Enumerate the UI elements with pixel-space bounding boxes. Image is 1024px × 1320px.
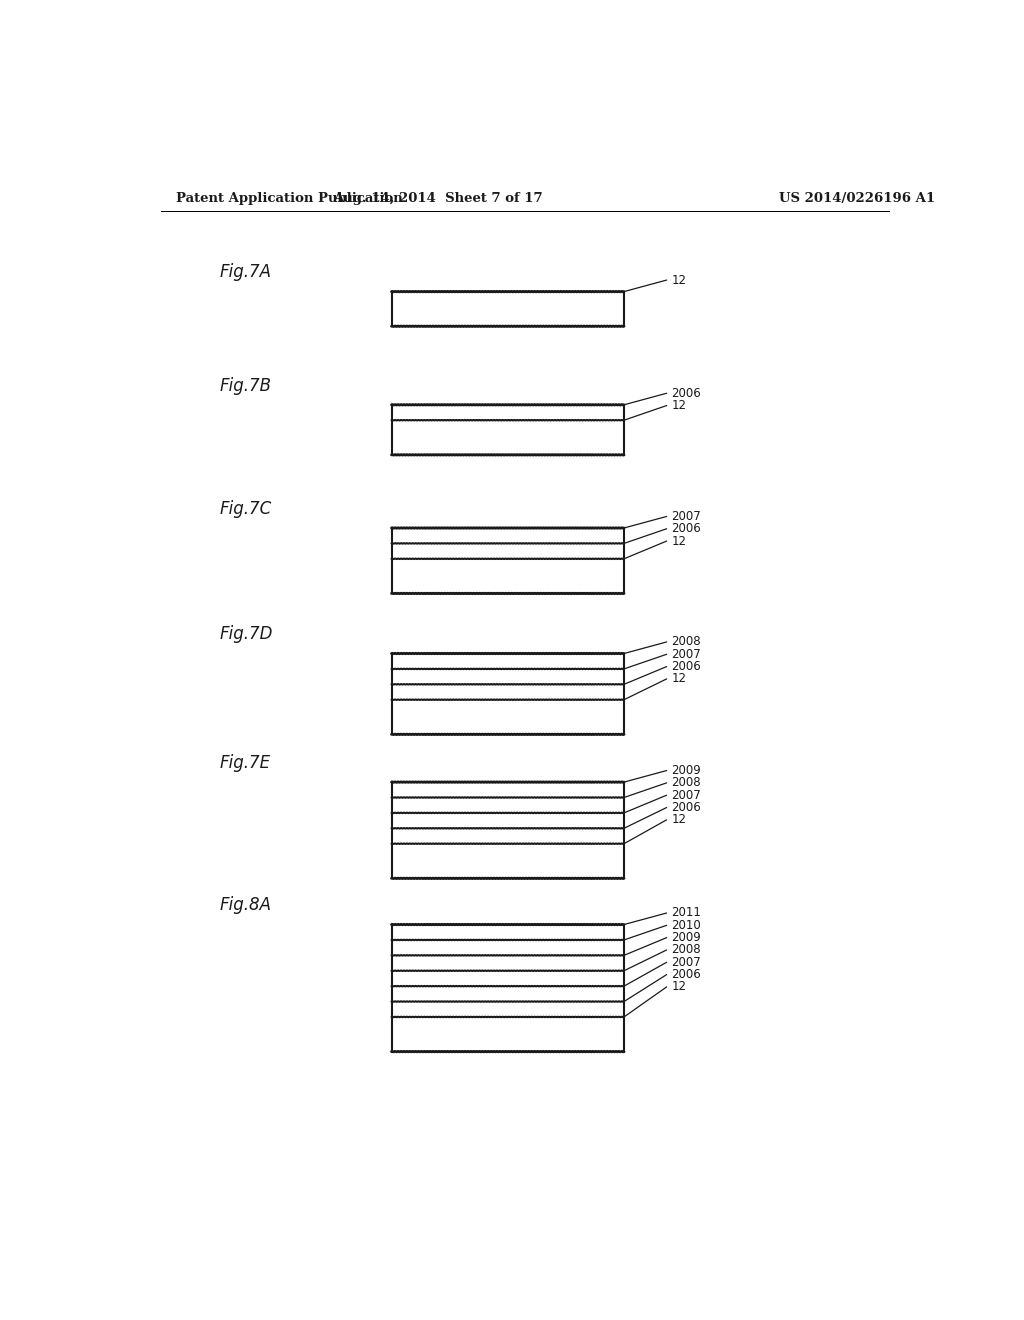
- Text: 12: 12: [672, 273, 686, 286]
- Text: 2011: 2011: [672, 907, 701, 920]
- Text: 2007: 2007: [672, 510, 701, 523]
- Text: Fig.7C: Fig.7C: [219, 500, 271, 517]
- Text: Patent Application Publication: Patent Application Publication: [176, 191, 402, 205]
- Text: 2010: 2010: [672, 919, 701, 932]
- Text: 2007: 2007: [672, 788, 701, 801]
- Text: 2006: 2006: [672, 801, 701, 814]
- Text: Aug. 14, 2014  Sheet 7 of 17: Aug. 14, 2014 Sheet 7 of 17: [333, 191, 543, 205]
- Text: 2008: 2008: [672, 776, 700, 789]
- Text: Fig.7E: Fig.7E: [219, 754, 270, 772]
- Text: 2009: 2009: [672, 764, 701, 777]
- Text: 2007: 2007: [672, 956, 701, 969]
- Text: 2006: 2006: [672, 660, 701, 673]
- Text: Fig.7D: Fig.7D: [219, 626, 272, 643]
- Text: Fig.7B: Fig.7B: [219, 376, 271, 395]
- Text: 2006: 2006: [672, 968, 701, 981]
- Text: 2006: 2006: [672, 387, 701, 400]
- Text: 2009: 2009: [672, 931, 701, 944]
- Text: 12: 12: [672, 672, 686, 685]
- Text: 2007: 2007: [672, 648, 701, 661]
- Text: 2006: 2006: [672, 523, 701, 536]
- Text: US 2014/0226196 A1: US 2014/0226196 A1: [779, 191, 935, 205]
- Text: 12: 12: [672, 813, 686, 826]
- Text: Fig.8A: Fig.8A: [219, 896, 271, 915]
- Text: 12: 12: [672, 535, 686, 548]
- Text: Fig.7A: Fig.7A: [219, 264, 271, 281]
- Text: 12: 12: [672, 981, 686, 994]
- Text: 2008: 2008: [672, 944, 700, 957]
- Text: 12: 12: [672, 399, 686, 412]
- Text: 2008: 2008: [672, 635, 700, 648]
